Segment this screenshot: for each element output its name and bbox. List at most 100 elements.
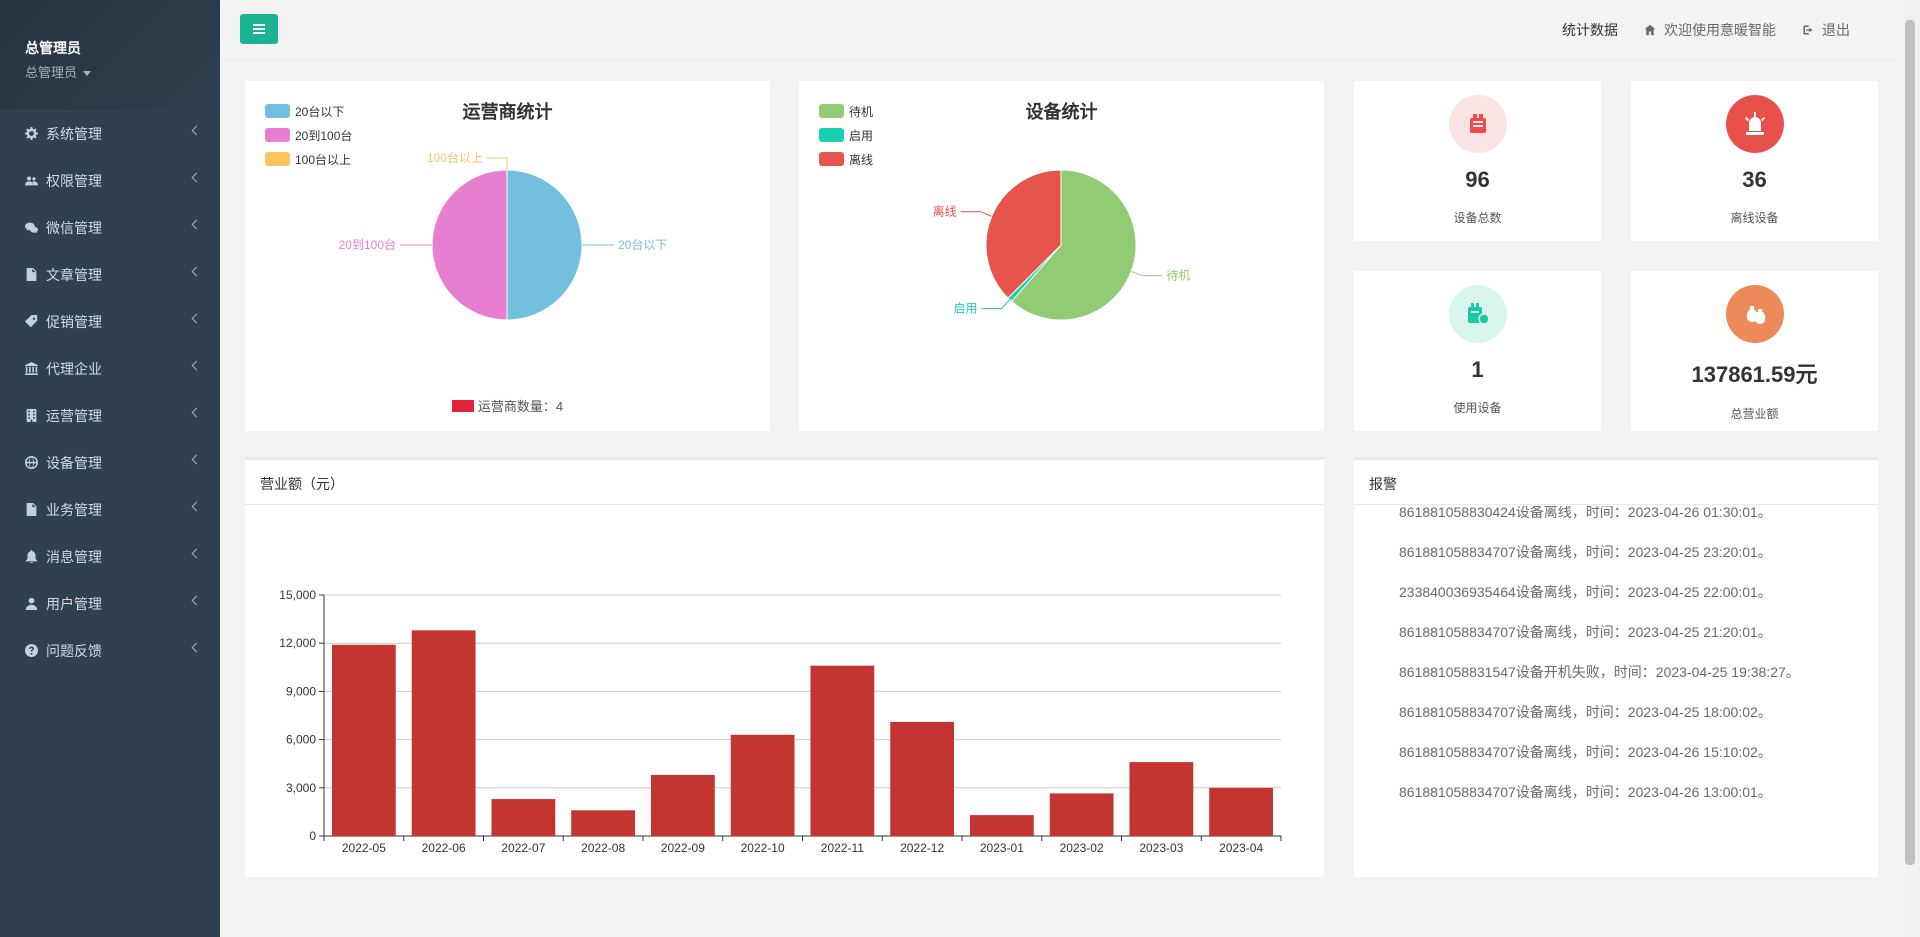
operator-pie-legend: 20台以下 20到100台 100台以上: [265, 99, 352, 171]
user-profile: 总管理员 总管理员: [0, 0, 220, 110]
pie-slice[interactable]: [985, 169, 1062, 299]
legend-item[interactable]: 离线: [819, 147, 873, 171]
user-role-dropdown[interactable]: 总管理员: [25, 62, 220, 81]
logout-link[interactable]: 退出: [1802, 20, 1850, 40]
user-name: 总管理员: [25, 40, 81, 56]
x-tick-label: 2022-11: [821, 841, 864, 855]
revenue-bar[interactable]: [491, 799, 556, 836]
device-usage-icon: [1448, 285, 1507, 343]
revenue-bar[interactable]: [571, 810, 636, 836]
sidebar-item-7[interactable]: 设备管理: [0, 439, 220, 486]
sidebar-item-11[interactable]: 问题反馈: [0, 627, 220, 674]
sidebar-item-label: 促销管理: [46, 313, 102, 330]
pie-slice-label: 100台以上: [427, 150, 483, 165]
sidebar-item-3[interactable]: 文章管理: [0, 251, 220, 298]
stat-value: 1: [1471, 357, 1484, 382]
pie-label-line: [1131, 270, 1163, 277]
alarm-item: 861881058834707设备离线，时间：2023-04-25 23:20:…: [1399, 544, 1772, 560]
revenue-bar[interactable]: [890, 721, 955, 836]
statistics-link[interactable]: 统计数据: [1562, 22, 1618, 38]
sidebar-item-2[interactable]: 微信管理: [0, 204, 220, 251]
sidebar-item-0[interactable]: 系统管理: [0, 110, 220, 157]
revenue-bar[interactable]: [331, 644, 396, 836]
chevron-left-icon: [191, 454, 202, 465]
legend-item[interactable]: 启用: [819, 123, 873, 147]
chevron-left-icon: [191, 548, 202, 559]
legend-item[interactable]: 20到100台: [265, 123, 352, 147]
operator-count-swatch: [451, 400, 474, 412]
topbar: 统计数据 欢迎使用意暖智能 退出: [220, 0, 1900, 60]
welcome-text: 欢迎使用意暖智能: [1664, 22, 1776, 38]
sidebar-item-5[interactable]: 代理企业: [0, 345, 220, 392]
x-tick-label: 2022-09: [661, 841, 705, 855]
device-pie-legend: 待机 启用离线: [819, 99, 873, 171]
alarm-item: 861881058830424设备离线，时间：2023-04-26 01:30:…: [1399, 506, 1772, 520]
sidebar-item-6[interactable]: 运营管理: [0, 392, 220, 439]
revenue-bar[interactable]: [1209, 787, 1274, 836]
chevron-left-icon: [191, 595, 202, 606]
stat-value: 137861.59元: [1691, 362, 1818, 387]
tag-icon: [24, 315, 38, 329]
pie-slice[interactable]: [1010, 169, 1137, 321]
topbar-links: 统计数据 欢迎使用意暖智能 退出: [1562, 20, 1850, 40]
revenue-bar[interactable]: [969, 815, 1034, 836]
y-tick-label: 15,000: [279, 588, 316, 602]
sidebar-item-label: 代理企业: [46, 360, 102, 377]
alarm-list: 861881058830424设备离线，时间：2023-04-26 01:30:…: [1354, 506, 1878, 812]
legend-swatch: [265, 152, 290, 166]
file-icon: [24, 503, 38, 517]
pie-slice[interactable]: [431, 169, 508, 321]
sidebar-item-8[interactable]: 业务管理: [0, 486, 220, 533]
sidebar-item-9[interactable]: 消息管理: [0, 533, 220, 580]
legend-item[interactable]: 100台以上: [265, 147, 352, 171]
sidebar-item-4[interactable]: 促销管理: [0, 298, 220, 345]
x-tick-label: 2023-03: [1139, 841, 1183, 855]
revenue-bar[interactable]: [1129, 762, 1194, 836]
page-scrollbar[interactable]: [1900, 0, 1920, 937]
sidebar: 总管理员 总管理员 系统管理 权限管理微信管理文章管理促销管理代理企业运营管理 设备…: [0, 0, 220, 937]
welcome-link[interactable]: 欢迎使用意暖智能: [1644, 20, 1776, 40]
legend-item[interactable]: 20台以下: [265, 99, 352, 123]
sidebar-item-1[interactable]: 权限管理: [0, 157, 220, 204]
caret-down-icon: [83, 71, 92, 77]
y-tick-label: 6,000: [286, 733, 316, 747]
legend-item[interactable]: 待机: [819, 99, 873, 123]
chevron-left-icon: [191, 407, 202, 418]
sidebar-item-label: 微信管理: [46, 219, 102, 236]
bank-icon: [24, 362, 38, 376]
globe-icon: [24, 456, 38, 470]
revenue-bar[interactable]: [810, 665, 875, 836]
revenue-bar[interactable]: [730, 734, 795, 836]
scrollbar-thumb[interactable]: [1905, 20, 1915, 865]
revenue-bar[interactable]: [1049, 793, 1114, 836]
legend-swatch: [819, 152, 844, 166]
alarm-scroll[interactable]: 861881058830424设备离线，时间：2023-04-26 01:30:…: [1354, 506, 1878, 866]
legend-label: 离线: [849, 152, 874, 167]
chevron-left-icon: [191, 501, 202, 512]
operator-pie-chart: 20台以下 20到100台 100台以上: [339, 150, 667, 321]
stat-label: 使用设备: [1453, 401, 1502, 415]
x-tick-label: 2023-04: [1219, 841, 1263, 855]
logout-text: 退出: [1822, 22, 1850, 38]
revenue-bar-chart: 0 3,000 6,000 9,000 12,000 15,000 2022-05 2022-…: [279, 588, 1282, 855]
menu-toggle-button[interactable]: [240, 14, 278, 44]
file-icon: [24, 268, 38, 282]
logout-icon: [1803, 25, 1813, 35]
pie-slice[interactable]: [506, 169, 583, 321]
y-tick-label: 0: [309, 829, 316, 843]
x-tick-label: 2022-05: [342, 841, 386, 855]
sidebar-item-label: 问题反馈: [46, 642, 102, 659]
revenue-bar[interactable]: [411, 630, 476, 836]
sidebar-item-10[interactable]: 用户管理: [0, 580, 220, 627]
alarm-item: 861881058834707设备离线，时间：2023-04-25 18:00:…: [1399, 704, 1772, 720]
alarm-item: 861881058834707设备离线，时间：2023-04-26 13:00:…: [1399, 784, 1772, 800]
revenue-bar[interactable]: [650, 774, 715, 836]
alarm-panel: 报警 861881058830424设备离线，时间：2023-04-26 01:…: [1354, 457, 1878, 877]
alarm-panel-title: 报警: [1354, 457, 1878, 505]
y-tick-label: 12,000: [279, 636, 316, 650]
user-icon: [24, 597, 38, 611]
stat-label: 设备总数: [1453, 211, 1502, 225]
question-icon: [24, 644, 38, 658]
legend-swatch: [265, 104, 290, 118]
